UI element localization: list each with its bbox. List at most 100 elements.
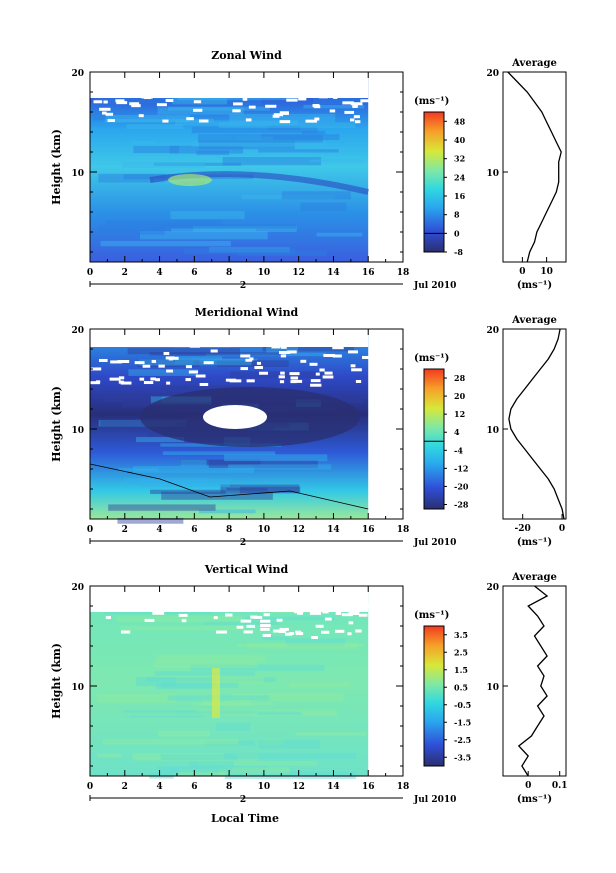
- missing-data: [120, 630, 131, 634]
- heatmap-band: [126, 123, 184, 130]
- missing-data: [335, 611, 342, 615]
- panel-title: Vertical Wind: [204, 563, 289, 576]
- missing-data: [179, 607, 191, 611]
- missing-data: [309, 611, 322, 615]
- missing-data: [341, 613, 353, 617]
- missing-data: [104, 85, 112, 89]
- heatmap-band: [237, 136, 274, 141]
- missing-data: [265, 104, 277, 108]
- missing-data: [185, 365, 192, 369]
- missing-data: [94, 590, 106, 594]
- missing-data: [193, 108, 203, 112]
- heatmap-band: [198, 140, 295, 150]
- zero-contour: [89, 463, 369, 510]
- profile-y-tick-label: 20: [486, 326, 499, 336]
- colorbar-tick-label: 12: [454, 409, 465, 419]
- heatmap-band: [236, 643, 365, 647]
- heatmap-band: [161, 491, 273, 500]
- heatmap-band: [267, 125, 301, 131]
- profile-x-tick-label: 0: [525, 781, 531, 791]
- missing-data: [222, 593, 230, 597]
- missing-data: [283, 595, 294, 599]
- date-label: Jul 2010: [413, 795, 456, 805]
- missing-data: [281, 602, 287, 606]
- missing-data: [117, 360, 130, 364]
- missing-data: [194, 84, 204, 88]
- missing-data: [296, 611, 303, 615]
- missing-data: [289, 82, 295, 86]
- x-tick-label: 6: [191, 268, 197, 278]
- missing-data: [319, 368, 325, 372]
- x-tick-label: 18: [397, 525, 410, 535]
- colorbar-tick-label: 2.5: [454, 647, 468, 657]
- y-tick-label: 10: [71, 426, 84, 436]
- missing-data: [233, 102, 243, 106]
- heatmap-band: [149, 772, 174, 779]
- missing-data: [146, 605, 151, 609]
- heatmap-band: [236, 250, 327, 256]
- colorbar-tick-label: -8: [454, 247, 463, 257]
- heatmap-band: [197, 98, 262, 106]
- missing-data: [155, 378, 160, 382]
- missing-data: [98, 87, 104, 91]
- missing-data: [112, 607, 119, 611]
- missing-data: [116, 77, 122, 81]
- heatmap-band: [123, 712, 258, 717]
- x-tick-label: 10: [258, 525, 271, 535]
- x-tick-label: 16: [362, 782, 375, 792]
- missing-data: [267, 599, 279, 603]
- missing-data: [360, 99, 371, 103]
- missing-data: [238, 601, 244, 605]
- x-tick-label: 10: [258, 268, 271, 278]
- missing-data: [311, 635, 319, 639]
- missing-data: [257, 83, 269, 87]
- heatmap-band: [158, 730, 211, 737]
- heatmap-band: [173, 711, 301, 715]
- missing-data: [150, 377, 156, 381]
- missing-data: [298, 97, 307, 101]
- missing-data: [245, 118, 252, 122]
- missing-data: [301, 599, 307, 603]
- missing-data: [350, 118, 355, 122]
- heatmap-band: [241, 195, 335, 200]
- missing-data: [296, 84, 307, 88]
- missing-data: [271, 345, 281, 349]
- heatmap-band: [300, 202, 347, 212]
- heatmap-band: [122, 161, 205, 168]
- missing-data: [273, 629, 284, 633]
- profile-x-tick-label: 0: [559, 524, 565, 534]
- missing-data: [169, 596, 181, 600]
- missing-data: [229, 379, 242, 383]
- missing-data: [99, 107, 111, 111]
- colorbar-unit: (ms⁻¹): [414, 610, 449, 621]
- heatmap-band: [108, 504, 216, 511]
- heatmap-band: [309, 159, 364, 163]
- missing-data: [205, 82, 210, 86]
- heatmap-band: [105, 220, 221, 227]
- heatmap-band: [193, 225, 297, 233]
- missing-data: [243, 630, 253, 634]
- missing-data: [198, 593, 208, 597]
- missing-data: [170, 356, 179, 360]
- missing-data: [348, 621, 354, 625]
- missing-data: [201, 603, 207, 607]
- missing-data: [286, 98, 298, 102]
- heatmap-band: [261, 739, 284, 746]
- heatmap-band: [117, 517, 184, 524]
- missing-data: [120, 605, 131, 609]
- missing-data: [324, 617, 332, 621]
- heatmap-band: [183, 248, 296, 255]
- x-tick-label: 2: [122, 525, 128, 535]
- heatmap-band: [139, 231, 268, 240]
- missing-data: [162, 119, 169, 123]
- missing-data: [279, 350, 291, 354]
- colorbar-tick-label: -20: [454, 481, 469, 491]
- missing-data: [216, 630, 227, 634]
- colorbar-tick-label: -4: [454, 445, 463, 455]
- x-tick-label: 16: [362, 525, 375, 535]
- heatmap-band: [168, 356, 223, 360]
- heatmap-band: [160, 385, 253, 391]
